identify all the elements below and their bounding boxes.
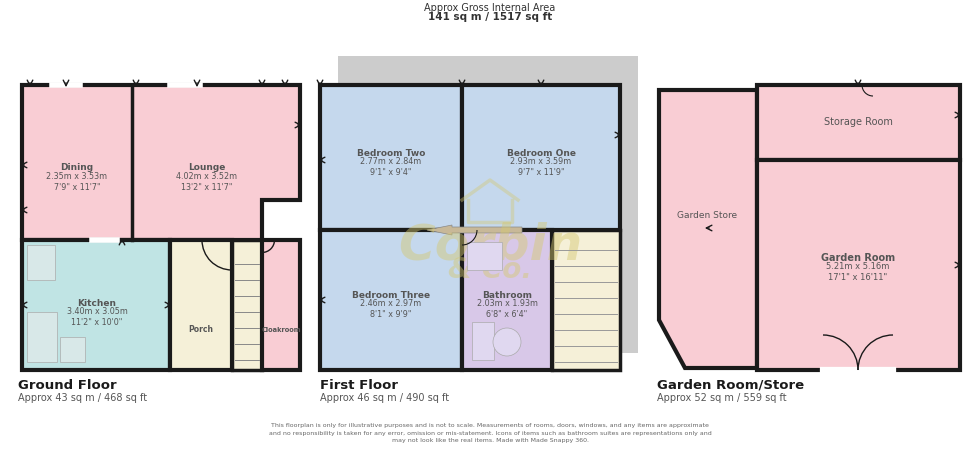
Bar bbox=[462, 85, 620, 230]
Bar bbox=[757, 85, 960, 160]
Text: Garden Room/Store: Garden Room/Store bbox=[657, 379, 805, 392]
Bar bbox=[462, 230, 552, 370]
Text: 4.02m x 3.52m
13'2" x 11'7": 4.02m x 3.52m 13'2" x 11'7" bbox=[176, 172, 237, 192]
Bar bbox=[232, 240, 262, 370]
Text: Approx 43 sq m / 468 sq ft: Approx 43 sq m / 468 sq ft bbox=[18, 393, 147, 403]
Bar bbox=[472, 322, 494, 360]
Text: Bedroom Three: Bedroom Three bbox=[352, 290, 430, 299]
Bar bbox=[27, 312, 57, 362]
Circle shape bbox=[493, 328, 521, 356]
Text: Garden Room: Garden Room bbox=[821, 253, 895, 263]
Bar bbox=[338, 56, 638, 353]
Bar bbox=[27, 245, 55, 280]
Text: 2.03m x 1.93m
6'8" x 6'4": 2.03m x 1.93m 6'8" x 6'4" bbox=[476, 298, 537, 319]
Bar bbox=[262, 240, 300, 370]
Text: Approx 52 sq m / 559 sq ft: Approx 52 sq m / 559 sq ft bbox=[657, 393, 787, 403]
Text: Dining: Dining bbox=[61, 163, 93, 172]
Text: First Floor: First Floor bbox=[320, 379, 398, 392]
Bar bbox=[320, 230, 462, 370]
Polygon shape bbox=[22, 85, 300, 240]
Text: 2.77m x 2.84m
9'1" x 9'4": 2.77m x 2.84m 9'1" x 9'4" bbox=[361, 157, 421, 177]
Bar bbox=[170, 240, 232, 370]
Text: Cloakroom: Cloakroom bbox=[262, 327, 301, 333]
Text: 5.21m x 5.16m
17'1" x 16'11": 5.21m x 5.16m 17'1" x 16'11" bbox=[826, 262, 890, 283]
Bar bbox=[552, 230, 620, 370]
Text: Approx 46 sq m / 490 sq ft: Approx 46 sq m / 490 sq ft bbox=[320, 393, 449, 403]
Text: Storage Room: Storage Room bbox=[823, 117, 893, 127]
Text: 2.46m x 2.97m
8'1" x 9'9": 2.46m x 2.97m 8'1" x 9'9" bbox=[361, 298, 421, 319]
Text: Bedroom Two: Bedroom Two bbox=[357, 148, 425, 157]
Bar bbox=[320, 85, 462, 230]
Text: & Co.: & Co. bbox=[448, 256, 532, 284]
Polygon shape bbox=[427, 225, 522, 235]
Polygon shape bbox=[659, 90, 757, 368]
Text: Bathroom: Bathroom bbox=[482, 290, 532, 299]
Text: 2.93m x 3.59m
9'7" x 11'9": 2.93m x 3.59m 9'7" x 11'9" bbox=[511, 157, 571, 177]
Text: Porch: Porch bbox=[188, 325, 214, 334]
Text: 2.35m x 3.53m
7'9" x 11'7": 2.35m x 3.53m 7'9" x 11'7" bbox=[46, 172, 108, 192]
Text: Bedroom One: Bedroom One bbox=[507, 148, 575, 157]
Text: This floorplan is only for illustrative purposes and is not to scale. Measuremen: This floorplan is only for illustrative … bbox=[269, 423, 711, 443]
Bar bbox=[757, 160, 960, 370]
Text: Approx Gross Internal Area: Approx Gross Internal Area bbox=[424, 3, 556, 13]
Bar bbox=[22, 240, 170, 370]
Text: Corbin: Corbin bbox=[398, 221, 582, 269]
Bar bbox=[60, 337, 85, 362]
Text: Lounge: Lounge bbox=[188, 163, 225, 172]
Text: Garden Store: Garden Store bbox=[677, 211, 737, 219]
Text: 3.40m x 3.05m
11'2" x 10'0": 3.40m x 3.05m 11'2" x 10'0" bbox=[67, 307, 127, 328]
Bar bbox=[467, 242, 502, 270]
Text: Ground Floor: Ground Floor bbox=[18, 379, 117, 392]
Text: Kitchen: Kitchen bbox=[77, 298, 117, 308]
Text: 141 sq m / 1517 sq ft: 141 sq m / 1517 sq ft bbox=[428, 12, 552, 22]
